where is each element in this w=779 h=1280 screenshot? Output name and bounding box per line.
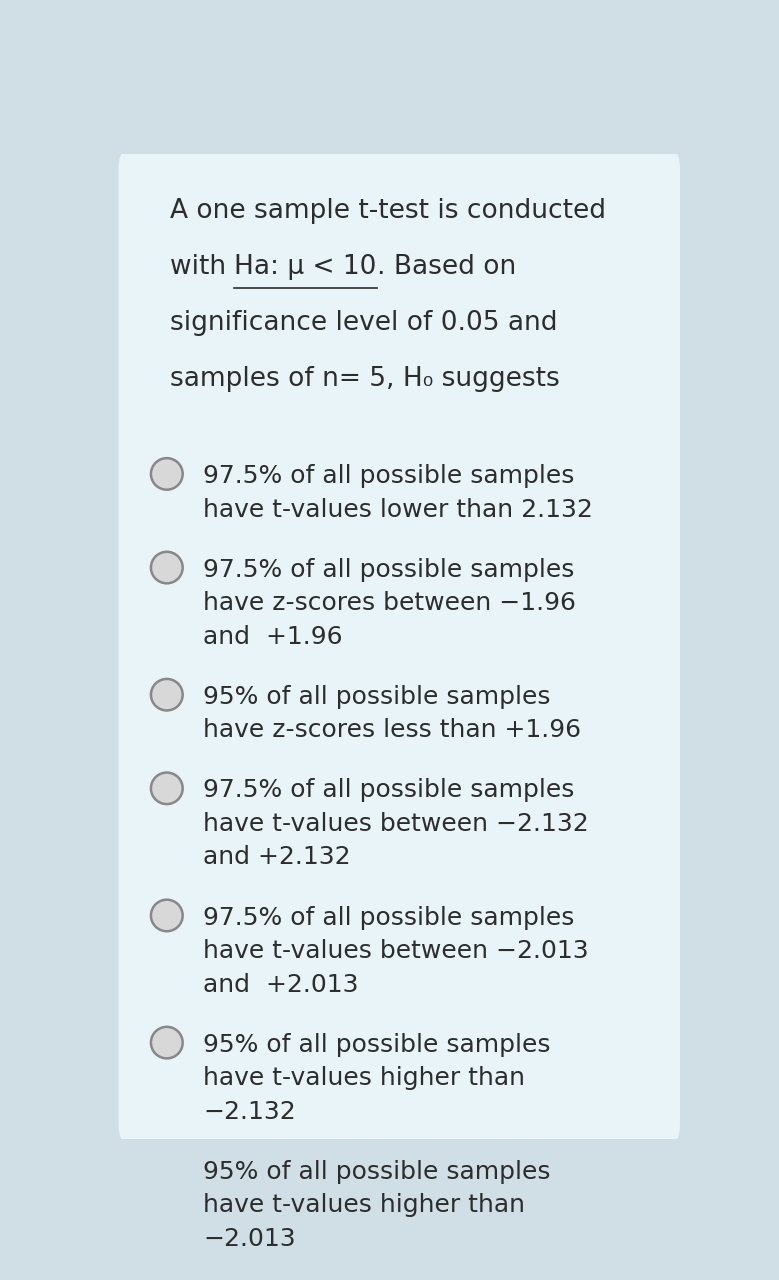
Ellipse shape — [151, 458, 182, 490]
Ellipse shape — [151, 552, 182, 584]
Text: significance level of 0.05 and: significance level of 0.05 and — [170, 310, 557, 337]
Text: 97.5% of all possible samples: 97.5% of all possible samples — [203, 906, 574, 929]
Text: Ha: μ < 10: Ha: μ < 10 — [234, 255, 377, 280]
Text: A one sample t-test is conducted: A one sample t-test is conducted — [170, 198, 606, 224]
Text: have z-scores less than +1.96: have z-scores less than +1.96 — [203, 718, 581, 742]
Text: −2.132: −2.132 — [203, 1100, 296, 1124]
Text: samples of n= 5, H₀ suggests: samples of n= 5, H₀ suggests — [170, 366, 559, 393]
Text: 97.5% of all possible samples: 97.5% of all possible samples — [203, 465, 574, 488]
Text: and +2.132: and +2.132 — [203, 846, 351, 869]
Ellipse shape — [151, 1155, 182, 1185]
Text: 95% of all possible samples: 95% of all possible samples — [203, 1033, 551, 1057]
Text: 97.5% of all possible samples: 97.5% of all possible samples — [203, 778, 574, 803]
Text: . Based on: . Based on — [377, 255, 516, 280]
Text: have t-values higher than: have t-values higher than — [203, 1193, 525, 1217]
Text: and  +1.96: and +1.96 — [203, 625, 343, 649]
Text: 95% of all possible samples: 95% of all possible samples — [203, 1160, 551, 1184]
Text: have t-values between −2.013: have t-values between −2.013 — [203, 940, 589, 963]
Text: and  +2.013: and +2.013 — [203, 973, 358, 997]
Text: with: with — [170, 255, 234, 280]
Text: 95% of all possible samples: 95% of all possible samples — [203, 685, 551, 709]
Ellipse shape — [151, 678, 182, 710]
Text: have z-scores between −1.96: have z-scores between −1.96 — [203, 591, 576, 616]
FancyBboxPatch shape — [118, 148, 680, 1144]
Text: have t-values higher than: have t-values higher than — [203, 1066, 525, 1091]
Ellipse shape — [151, 900, 182, 932]
Ellipse shape — [151, 773, 182, 804]
Text: have t-values lower than 2.132: have t-values lower than 2.132 — [203, 498, 593, 521]
Text: −2.013: −2.013 — [203, 1228, 296, 1251]
Ellipse shape — [151, 1027, 182, 1059]
Text: have t-values between −2.132: have t-values between −2.132 — [203, 812, 589, 836]
Text: 97.5% of all possible samples: 97.5% of all possible samples — [203, 558, 574, 581]
